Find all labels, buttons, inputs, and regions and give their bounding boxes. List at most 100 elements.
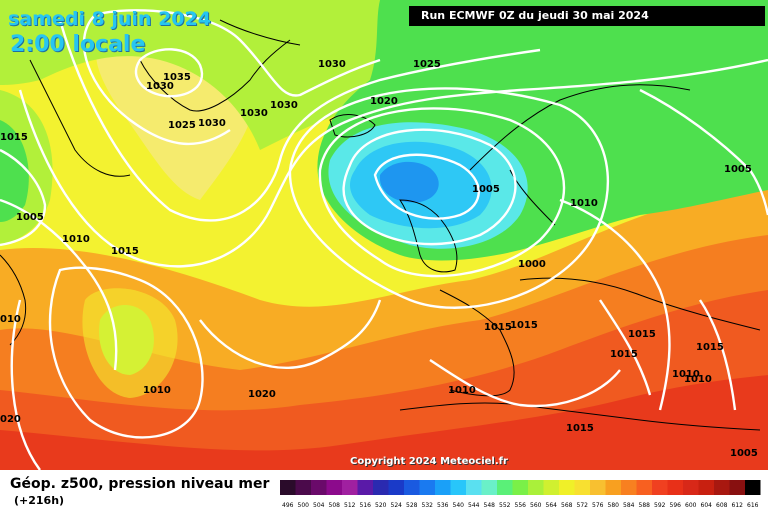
iceland-coast (329, 114, 376, 138)
isobar-label: 1020 (248, 389, 276, 400)
isobar-label: 1015 (628, 329, 656, 340)
legend-swatch (450, 480, 466, 495)
isobar-labels: 1035 1030 1030 1030 1030 1030 1025 1025 … (0, 59, 758, 459)
legend-swatch (714, 480, 730, 495)
isobar-label: 1035 (163, 72, 191, 83)
weather-map: 1035 1030 1030 1030 1030 1030 1025 1025 … (0, 0, 768, 470)
legend-tick-label: 544 (468, 502, 480, 509)
legend-swatch (342, 480, 358, 495)
isobar-label: 1015 (111, 246, 139, 257)
legend-swatch (698, 480, 714, 495)
north-america-coast (0, 254, 27, 346)
legend-swatch (652, 480, 668, 495)
legend-tick-label: 608 (716, 502, 728, 509)
isobar-label: 1030 (198, 118, 226, 129)
isobar-label: 1010 (570, 198, 598, 209)
forecast-date: samedi 8 juin 2024 (8, 8, 211, 30)
isobar-low-inner (373, 153, 480, 220)
legend-tick-label: 508 (329, 502, 341, 509)
legend-swatch (404, 480, 420, 495)
legend-tick-label: 520 (375, 502, 387, 509)
legend-swatch (528, 480, 544, 495)
legend-tick-label: 532 (422, 502, 434, 509)
legend-tick-label: 552 (499, 502, 511, 509)
isobar-1035 (134, 48, 204, 98)
legend-swatch (636, 480, 652, 495)
isobar-label: 1005 (724, 164, 752, 175)
lead-time: (+216h) (14, 494, 65, 507)
legend-swatch (559, 480, 575, 495)
isobar-label: 1005 (16, 212, 44, 223)
isobar-low-1010 (318, 107, 566, 278)
legend-swatch (667, 480, 683, 495)
color-scale-legend: 496 500 504 508 512 516 520 524 528 532 536 540 544 5… (280, 480, 764, 510)
isobar-west-1005 (0, 148, 47, 247)
isobar-1025 (58, 19, 541, 222)
legend-swatch (311, 480, 327, 495)
isobar-med-1010 (429, 359, 621, 408)
legend-tick-label: 600 (685, 502, 697, 509)
legend-swatch (590, 480, 606, 495)
run-info-banner: Run ECMWF 0Z du jeudi 30 mai 2024 (409, 6, 765, 26)
legend-tick-label: 496 (282, 502, 294, 509)
legend-tick-label: 516 (360, 502, 372, 509)
legend-tick-label: 556 (515, 502, 527, 509)
legend-swatch (326, 480, 342, 495)
azores-yellow-cell (82, 288, 178, 398)
isobar-label: 1010 (448, 385, 476, 396)
isobar-label: 1015 (610, 349, 638, 360)
isobar-east-1015 (599, 299, 737, 411)
isobar-label: 010 (0, 314, 21, 325)
legend-swatch (388, 480, 404, 495)
isobar-label: 1005 (730, 448, 758, 459)
forecast-local-time: 2:00 locale (10, 32, 146, 57)
isobar-label: 1015 (484, 322, 512, 333)
isobar-west-1010 (0, 198, 118, 371)
legend-tick-label: 596 (670, 502, 682, 509)
legend-swatch (605, 480, 621, 495)
legend-tick-label: 584 (623, 502, 635, 509)
isobar-label: 1030 (270, 100, 298, 111)
isobar-label: 1015 (696, 342, 724, 353)
legend-swatch (357, 480, 373, 495)
legend-tick-label: 604 (701, 502, 713, 509)
legend-swatch (419, 480, 435, 495)
legend-swatch (683, 480, 699, 495)
isobar-low-1015 (288, 87, 610, 309)
legend-tick-label: 524 (391, 502, 403, 509)
legend-tick-label: 568 (561, 502, 573, 509)
isobar-label: 1015 (0, 132, 28, 143)
legend-swatch (574, 480, 590, 495)
legend-swatch (543, 480, 559, 495)
legend-tick-label: 536 (437, 502, 449, 509)
legend-swatch (729, 480, 745, 495)
field-title: Géop. z500, pression niveau mer (10, 476, 270, 492)
isobar-label: 1010 (672, 369, 700, 380)
legend-tick-label: 504 (313, 502, 325, 509)
isobars (0, 9, 768, 470)
legend-tick-label: 592 (654, 502, 666, 509)
legend-tick-label: 572 (577, 502, 589, 509)
isobar-label: 1025 (168, 120, 196, 131)
isobar-label: 1015 (566, 423, 594, 434)
legend-swatch (481, 480, 497, 495)
blue-low-core (379, 161, 439, 203)
isobar-low-1005 (342, 128, 517, 246)
legend-tick-label: 576 (592, 502, 604, 509)
isobar-label: 1020 (370, 96, 398, 107)
isobar-label: 1010 (62, 234, 90, 245)
isobar-azores-1020 (10, 299, 382, 470)
isobar-label: 020 (0, 414, 21, 425)
legend-swatch (295, 480, 311, 495)
isobar-1030-north (82, 9, 381, 146)
legend-tick-label: 528 (406, 502, 418, 509)
legend-swatch (280, 480, 296, 495)
legend-tick-label: 560 (530, 502, 542, 509)
copyright-text: Copyright 2024 Meteociel.fr (350, 456, 508, 467)
isobar-east-1005 (639, 88, 768, 216)
greenland-coast (29, 19, 301, 177)
isobar-label: 1030 (146, 81, 174, 92)
legend-swatch (621, 480, 637, 495)
south-red-band (0, 375, 768, 470)
isobar-label: 1030 (318, 59, 346, 70)
